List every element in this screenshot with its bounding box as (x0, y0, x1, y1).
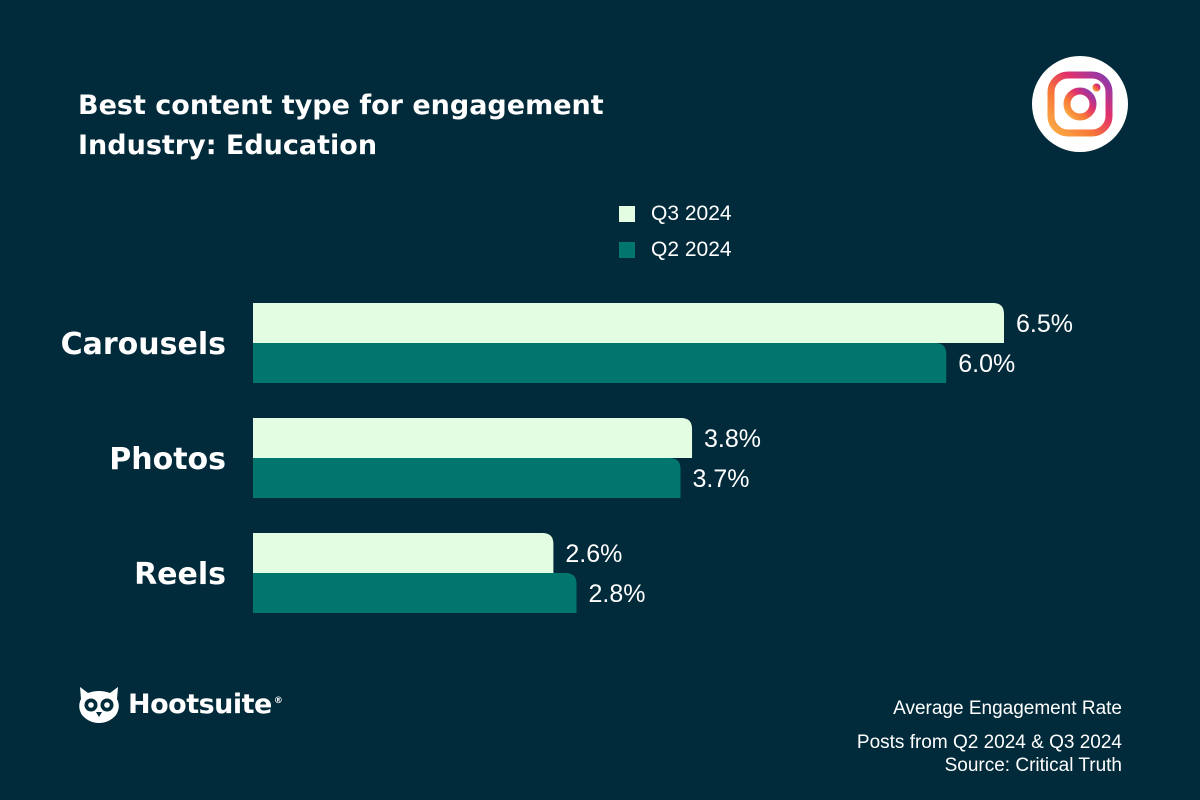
data-label-photos-q2: 3.7% (692, 465, 749, 493)
legend-item-q2: Q2 2024 (619, 232, 732, 268)
chart-title: Best content type for engagement (78, 90, 604, 121)
bar-photos-q2 (253, 458, 681, 498)
bar-photos-q3 (253, 418, 693, 458)
footer-period: Posts from Q2 2024 & Q3 2024 (856, 732, 1122, 753)
instagram-icon (1032, 56, 1128, 152)
chart-footer: Average Engagement Rate Posts from Q2 20… (857, 697, 1122, 777)
owl-logo-icon (79, 687, 119, 723)
legend-item-q3: Q3 2024 (619, 196, 732, 232)
chart-legend: Q3 2024 Q2 2024 (619, 196, 732, 268)
bar-carousels-q3 (253, 303, 1004, 343)
data-label-photos-q3: 3.8% (704, 425, 761, 453)
footer-source: Source: Critical Truth (944, 755, 1122, 776)
data-label-carousels-q2: 6.0% (958, 350, 1015, 378)
data-label-carousels-q3: 6.5% (1016, 310, 1073, 338)
chart-header: Best content type for engagement Industr… (78, 86, 604, 166)
legend-swatch-q3 (619, 206, 635, 222)
hootsuite-brand: Hootsuite ® (76, 683, 283, 725)
data-label-reels-q3: 2.6% (565, 540, 622, 568)
bar-reels-q2 (253, 573, 577, 613)
chart-subtitle: Industry: Education (78, 130, 378, 161)
legend-label-q3: Q3 2024 (651, 202, 732, 225)
legend-swatch-q2 (619, 242, 635, 258)
bar-carousels-q2 (253, 343, 947, 383)
category-label-carousels: Carousels (61, 327, 226, 362)
legend-label-q2: Q2 2024 (651, 238, 732, 261)
brand-wordmark: Hootsuite ® (128, 688, 283, 720)
bar-reels-q3 (253, 533, 554, 573)
data-label-reels-q2: 2.8% (589, 580, 646, 608)
registered-mark: ® (273, 695, 283, 706)
footer-metric: Average Engagement Rate (893, 698, 1122, 719)
category-label-photos: Photos (109, 442, 226, 477)
category-label-reels: Reels (134, 557, 226, 592)
